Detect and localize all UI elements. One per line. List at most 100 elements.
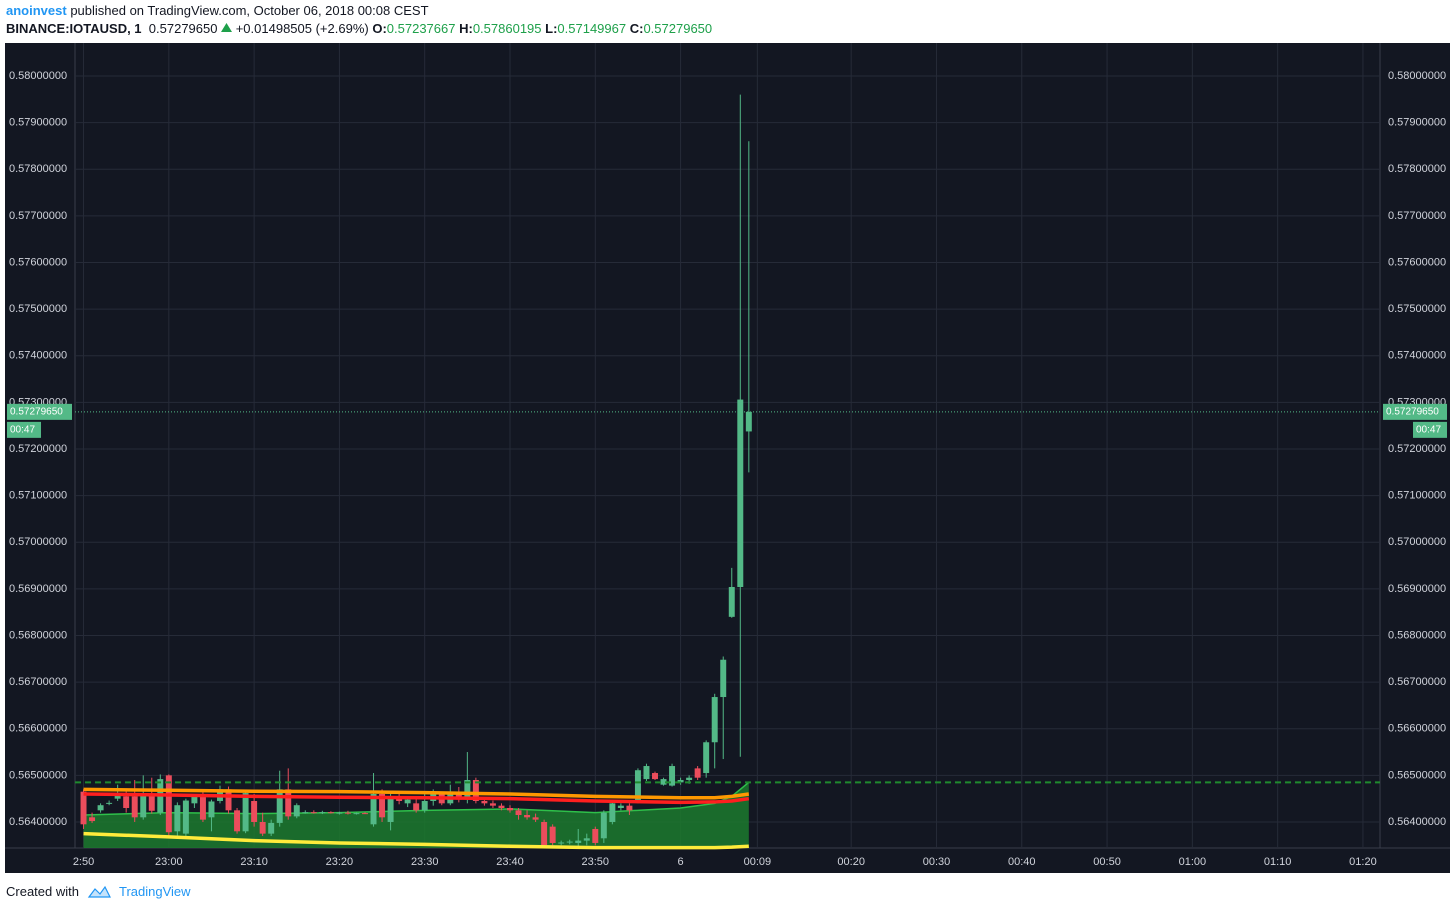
x-tick-label: 23:10: [240, 856, 268, 868]
candle-body: [387, 796, 394, 822]
y-tick-label-right: 0.56600000: [1388, 723, 1446, 735]
y-tick-label: 0.57600000: [9, 256, 67, 268]
y-tick-label: 0.56900000: [9, 583, 67, 595]
candle-body: [652, 773, 658, 780]
candle-body: [140, 793, 147, 818]
candle-body: [524, 814, 531, 818]
candle-body: [592, 828, 599, 843]
c-value: 0.57279650: [643, 21, 713, 36]
y-tick-label: 0.56600000: [9, 723, 67, 735]
y-tick-label-right: 0.57600000: [1388, 256, 1446, 268]
candle-body: [379, 794, 386, 818]
c-label: C:: [629, 21, 644, 36]
x-tick-label: 00:09: [744, 856, 772, 868]
candle-body: [677, 780, 684, 783]
chart-background: [5, 43, 1450, 873]
candle-body: [268, 822, 275, 834]
candle-body: [626, 805, 633, 811]
candle-body: [353, 813, 360, 815]
y-tick-label: 0.57500000: [9, 303, 67, 315]
candle-body: [472, 780, 479, 802]
y-tick-label: 0.57100000: [9, 490, 67, 502]
y-tick-label-right: 0.57500000: [1388, 303, 1446, 315]
y-tick-label: 0.57800000: [9, 163, 67, 175]
candle-body: [720, 659, 727, 698]
y-tick-label-right: 0.57700000: [1388, 210, 1446, 222]
candle-body: [123, 796, 130, 808]
y-tick-label-right: 0.58000000: [1388, 70, 1446, 82]
candle-body: [421, 801, 428, 811]
y-tick-label-right: 0.56700000: [1388, 676, 1446, 688]
o-label: O:: [372, 21, 387, 36]
candle-body: [106, 802, 113, 804]
candle-body: [131, 796, 138, 818]
candle-body: [327, 812, 334, 814]
candle-body: [276, 789, 283, 823]
symbol: BINANCE:IOTAUSD, 1: [6, 21, 142, 36]
y-tick-label-right: 0.56400000: [1388, 816, 1446, 828]
x-tick-label: 00:30: [923, 856, 951, 868]
candle-body: [199, 794, 206, 820]
x-tick-label: 01:00: [1179, 856, 1207, 868]
x-tick-label: 23:20: [326, 856, 354, 868]
x-tick-label: 23:40: [496, 856, 524, 868]
l-label: L:: [545, 21, 558, 36]
ma-line: [83, 787, 750, 800]
candle-body: [336, 812, 343, 814]
last-price-label: 0.57279650: [10, 407, 63, 418]
y-tick-label-right: 0.56800000: [1388, 629, 1446, 641]
candle-body: [489, 803, 496, 806]
x-tick-label: 00:40: [1008, 856, 1036, 868]
candle-body: [344, 812, 351, 814]
x-tick-label: 23:30: [411, 856, 439, 868]
last-price-box: [7, 403, 72, 420]
y-tick-label-right: 0.57400000: [1388, 350, 1446, 362]
candle-body: [558, 842, 565, 844]
candle-body: [660, 779, 667, 785]
up-arrow: [221, 23, 233, 32]
ma-line: [83, 831, 749, 850]
created-with: Created with: [6, 884, 79, 899]
candle-body: [669, 766, 676, 786]
candle-body: [464, 780, 471, 800]
y-tick-label: 0.56800000: [9, 629, 67, 641]
candle-body: [694, 768, 701, 778]
candle-body: [498, 805, 505, 808]
candle-body: [319, 812, 326, 814]
candle-body: [174, 805, 181, 832]
candle-body: [242, 793, 249, 832]
countdown-label: 00:47: [10, 425, 35, 436]
candle-body: [634, 770, 641, 801]
h-label: H:: [459, 21, 473, 36]
x-tick-label: 2:50: [73, 856, 94, 868]
y-tick-label-right: 0.57900000: [1388, 117, 1446, 129]
candle-body: [302, 812, 309, 814]
published: published on TradingView.com, October 06…: [70, 3, 429, 18]
countdown-box: [7, 421, 41, 438]
y-tick-label-right: 0.56900000: [1388, 583, 1446, 595]
candle-body: [728, 587, 735, 617]
candle-body: [80, 791, 87, 825]
candle-body: [617, 805, 624, 808]
y-tick-label-right: 0.56500000: [1388, 769, 1446, 781]
y-tick-label: 0.58000000: [9, 70, 67, 82]
y-tick-label: 0.57400000: [9, 350, 67, 362]
band-area: [83, 782, 749, 848]
last-price-box: [1383, 403, 1447, 420]
candle-body: [362, 813, 368, 815]
countdown-label: 00:47: [1416, 425, 1441, 436]
x-tick-label: 01:20: [1349, 856, 1377, 868]
last-price-label: 0.57279650: [1386, 407, 1439, 418]
candle-body: [293, 805, 300, 817]
candle-body: [97, 805, 104, 811]
y-tick-label-right: 0.57100000: [1388, 490, 1446, 502]
y-tick-label: 0.57700000: [9, 210, 67, 222]
candle-body: [541, 821, 548, 846]
y-tick-label-right: 0.57000000: [1388, 536, 1446, 548]
candle-body: [114, 795, 121, 799]
brand[interactable]: TradingView: [118, 884, 191, 899]
candle-body: [259, 821, 266, 834]
candle-body: [549, 826, 556, 843]
author[interactable]: anoinvest: [6, 3, 67, 18]
